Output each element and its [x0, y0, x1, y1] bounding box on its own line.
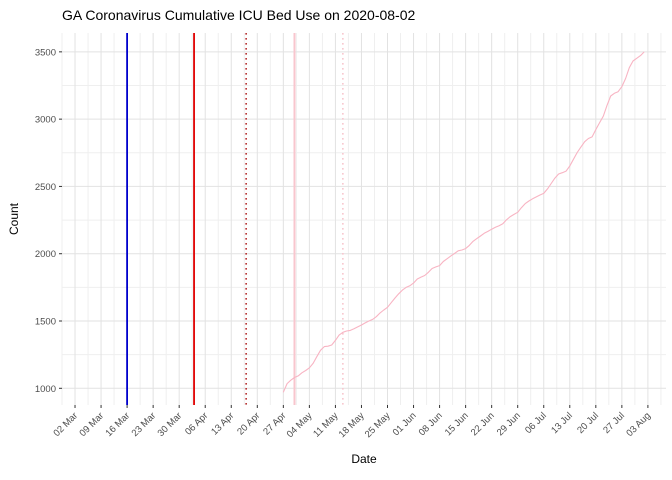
- data-series: [282, 51, 645, 393]
- x-tick-label: 03 Aug: [624, 410, 653, 439]
- x-tick-label: 01 Jun: [391, 410, 419, 438]
- x-tick-label: 09 Mar: [77, 410, 106, 439]
- x-tick-label: 27 Jul: [601, 410, 627, 436]
- x-tick-label: 11 May: [311, 410, 340, 439]
- axis-ticks: [59, 51, 649, 408]
- x-tick-label: 08 Jun: [417, 410, 445, 438]
- y-tick-label: 3000: [35, 115, 56, 126]
- event-vlines: [126, 33, 344, 405]
- x-tick-label: 13 Jul: [549, 410, 575, 436]
- x-tick-label: 02 Mar: [51, 410, 80, 439]
- y-axis-title: Count: [7, 202, 21, 236]
- gridlines-minor: [61, 33, 666, 405]
- x-tick-label: 06 Apr: [183, 410, 210, 437]
- x-tick-label: 13 Apr: [209, 410, 236, 437]
- x-tick-label: 22 Jun: [469, 410, 497, 438]
- y-tick-label: 1500: [35, 317, 56, 328]
- x-tick-label: 06 Jul: [523, 410, 549, 436]
- x-tick-label: 16 Mar: [104, 410, 133, 439]
- x-axis-title: Date: [351, 452, 377, 466]
- x-tick-label: 25 May: [363, 410, 393, 440]
- x-tick-label: 04 May: [285, 410, 315, 440]
- x-tick-label: 27 Apr: [261, 410, 288, 437]
- y-axis-labels: 1000 1500 2000 2500 3000 3500: [35, 47, 56, 394]
- gridlines-major: [62, 33, 666, 405]
- y-tick-label: 2000: [35, 249, 56, 260]
- x-tick-label: 20 Jul: [575, 410, 601, 436]
- x-tick-label: 23 Mar: [130, 410, 159, 439]
- x-tick-label: 18 May: [337, 410, 367, 440]
- x-tick-label: 20 Apr: [235, 410, 262, 437]
- chart-title: GA Coronavirus Cumulative ICU Bed Use on…: [62, 7, 416, 23]
- y-tick-label: 2500: [35, 182, 56, 193]
- x-tick-label: 15 Jun: [443, 410, 471, 438]
- y-tick-label: 1000: [35, 384, 56, 395]
- y-tick-label: 3500: [35, 47, 56, 58]
- x-tick-label: 30 Mar: [156, 410, 185, 439]
- series-line-cumulative-icu-bed-use: [282, 51, 645, 393]
- x-tick-label: 29 Jun: [495, 410, 523, 438]
